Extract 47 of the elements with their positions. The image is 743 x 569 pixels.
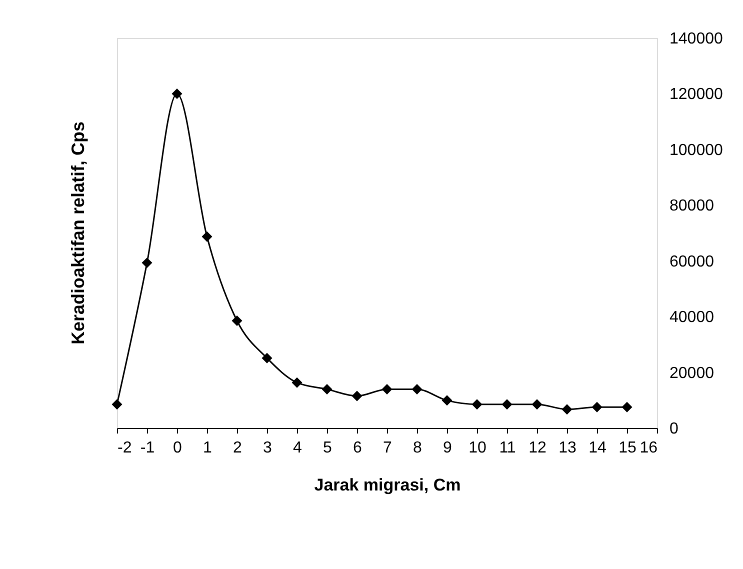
point — [562, 404, 572, 415]
x-tick-label: 7 — [383, 440, 392, 456]
point — [322, 384, 332, 395]
x-tick-label: 1 — [203, 440, 212, 456]
point — [442, 395, 452, 406]
point — [112, 399, 122, 410]
x-tick-label: 11 — [499, 440, 516, 456]
x-tick-label: 9 — [443, 440, 452, 456]
point — [592, 402, 602, 412]
x-tick-label: 0 — [173, 440, 182, 456]
y2-tick-label: 140000 — [670, 30, 723, 48]
x-tick-label: 8 — [413, 440, 422, 456]
point — [262, 352, 272, 364]
y2-tick-label: 100000 — [670, 142, 723, 159]
x-tick-label: 12 — [528, 440, 546, 456]
y2-tick-label: 80000 — [670, 198, 714, 215]
x-axis-title: Jarak migrasi, Cm — [314, 476, 461, 494]
x-tick-label: -2 — [118, 440, 132, 456]
point — [142, 258, 152, 268]
point — [382, 384, 392, 395]
point — [532, 399, 542, 410]
y2-tick-label: 40000 — [670, 309, 714, 326]
point — [352, 390, 362, 402]
x-tick-label: 16 — [640, 440, 658, 456]
point — [172, 88, 182, 99]
x-tick-label: 6 — [353, 440, 362, 456]
y2-tick-label: 0 — [670, 420, 678, 438]
x-tick-label: 5 — [323, 440, 332, 456]
point — [412, 384, 422, 395]
y2-tick-label: 60000 — [670, 253, 714, 270]
y2-tick-label: 120000 — [670, 86, 723, 104]
x-tick-label: 15 — [618, 440, 636, 456]
x-tick-label: -1 — [140, 440, 155, 456]
point — [232, 316, 242, 326]
point — [622, 402, 632, 412]
point — [472, 399, 482, 410]
point — [292, 377, 302, 388]
x-tick-label: 10 — [468, 440, 486, 456]
y2-tick-label: 20000 — [670, 364, 714, 382]
y-axis-title: Keradioaktifan relatif, Cps — [68, 121, 88, 345]
x-tick-label: 3 — [263, 440, 272, 456]
x-tick-label: 14 — [588, 440, 606, 456]
x-tick-label: 2 — [233, 440, 242, 456]
x-tick-label: 13 — [558, 440, 576, 456]
point — [502, 399, 512, 410]
point — [202, 231, 212, 242]
x-tick-label: 4 — [293, 440, 302, 456]
